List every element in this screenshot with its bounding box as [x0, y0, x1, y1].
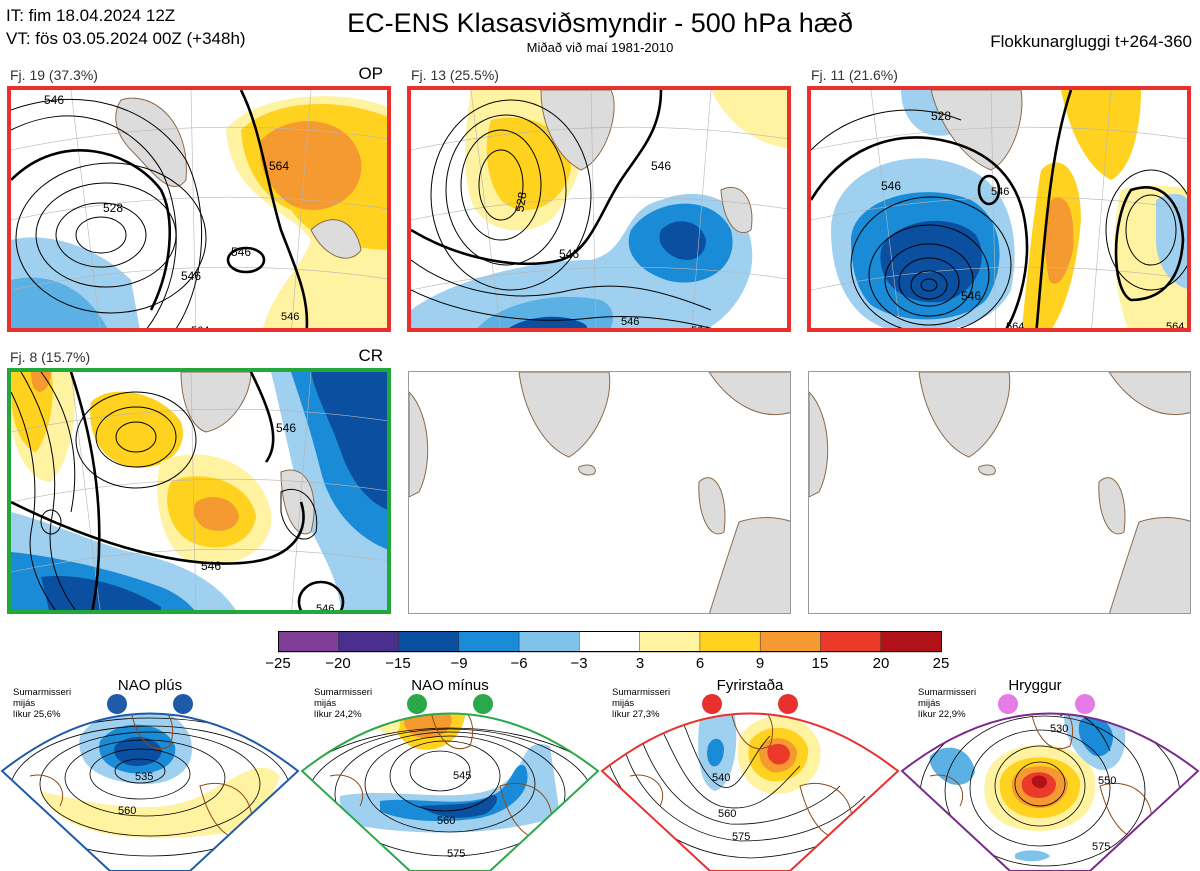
- cluster-2-label: Fj. 13 (25.5%): [411, 67, 499, 83]
- colorbar-cell: [518, 631, 581, 653]
- cluster-1-map: 546 528 546 546 564 564 546: [7, 86, 391, 332]
- page-subtitle: Miðað við maí 1981-2010: [526, 40, 674, 55]
- initial-time: IT: fim 18.04.2024 12Z: [6, 6, 176, 25]
- header-times: IT: fim 18.04.2024 12Z VT: fös 03.05.202…: [6, 4, 246, 50]
- colorbar-cell: [338, 631, 400, 653]
- contour-label: 564: [269, 159, 289, 173]
- regime-marker: [173, 694, 193, 714]
- contour-label: 564: [691, 325, 709, 332]
- contour-label: 546: [201, 559, 221, 573]
- regime-marker: [407, 694, 427, 714]
- contour-label: 528: [103, 201, 123, 215]
- regime-marker: [702, 694, 722, 714]
- colorbar-tick: 20: [872, 655, 890, 672]
- colorbar-tick: −3: [570, 655, 588, 672]
- regime-fyrirstada: 540 560 575: [600, 676, 900, 871]
- colorbar-cell: [759, 631, 822, 653]
- regime-name: Fyrirstaða: [716, 677, 784, 694]
- colorbar-tick: −20: [325, 655, 351, 672]
- colorbar-cell: [458, 631, 520, 653]
- contour-label: 546: [961, 289, 981, 303]
- colorbar-tick: −9: [450, 655, 468, 672]
- empty-map-1: [408, 371, 791, 614]
- colorbar-cell: [398, 631, 460, 653]
- contour-label: 546: [991, 186, 1009, 198]
- classification-window: Flokkunargluggi t+264-360: [990, 32, 1192, 51]
- colorbar-tick: 9: [755, 655, 765, 672]
- regime-name: NAO plús: [117, 677, 183, 694]
- regime-info: Sumarmisseri mijás líkur 25,6%: [13, 687, 72, 720]
- regime-contour-label: 545: [453, 770, 471, 782]
- regime-marker: [778, 694, 798, 714]
- colorbar-tick: −6: [510, 655, 528, 672]
- cluster-4-map: 546 546 546: [7, 368, 391, 614]
- regime-hryggur: 530 550 575: [900, 676, 1200, 871]
- regime-contour-label: 535: [135, 771, 153, 783]
- contour-label: 564: [1166, 321, 1184, 332]
- cluster-3-label: Fj. 11 (21.6%): [811, 67, 898, 83]
- colorbar-tick: 3: [635, 655, 645, 672]
- cluster-2-map: 528 546 546 546 564: [407, 86, 791, 332]
- colorbar-cell: [699, 631, 761, 653]
- contour-label: 546: [316, 603, 334, 614]
- regime-info: Sumarmisseri mijás líkur 27,3%: [612, 687, 671, 720]
- regime-marker: [1075, 694, 1095, 714]
- colorbar-cell: [639, 631, 701, 653]
- regime-marker: [107, 694, 127, 714]
- colorbar-tick: −25: [265, 655, 291, 672]
- contour-label: 546: [651, 159, 671, 173]
- regime-contour-label: 575: [732, 831, 750, 843]
- regime-info: Sumarmisseri mijás líkur 22,9%: [918, 687, 977, 720]
- contour-label: 564: [191, 325, 209, 332]
- contour-label: 546: [559, 247, 579, 261]
- cluster-1-tag: OP: [358, 64, 383, 83]
- regime-contour-label: 575: [447, 848, 465, 860]
- valid-time: VT: fös 03.05.2024 00Z (+348h): [6, 29, 246, 48]
- colorbar-tick: 15: [811, 655, 829, 672]
- contour-label: 564: [1006, 321, 1024, 332]
- regime-marker: [473, 694, 493, 714]
- regime-name: NAO mínus: [411, 677, 489, 694]
- regime-contour-label: 530: [1050, 723, 1068, 735]
- page-title: EC-ENS Klasasviðsmyndir - 500 hPa hæð: [347, 8, 853, 38]
- contour-label: 528: [512, 191, 529, 213]
- colorbar-cell: [579, 631, 641, 653]
- regime-contour-label: 540: [712, 772, 730, 784]
- regime-nao-minus: 545 560 575: [300, 676, 600, 871]
- contour-label: 546: [276, 421, 296, 435]
- contour-label: 546: [281, 311, 299, 323]
- contour-label: 546: [881, 179, 901, 193]
- regime-contour-label: 560: [118, 805, 136, 817]
- cluster-4-label: Fj. 8 (15.7%): [10, 349, 91, 365]
- contour-label: 528: [931, 109, 951, 123]
- contour-label: 546: [181, 269, 201, 283]
- cluster-3-map: 528 546 546 546 564 564: [807, 86, 1191, 332]
- cluster-1-label: Fj. 19 (37.3%): [10, 67, 98, 83]
- regime-marker: [998, 694, 1018, 714]
- contour-label: 546: [621, 316, 639, 328]
- regime-contour-label: 560: [718, 808, 736, 820]
- regime-info: Sumarmisseri mijás líkur 24,2%: [314, 687, 373, 720]
- contour-label: 546: [231, 245, 251, 259]
- colorbar-cell: [278, 631, 340, 653]
- cluster-4-tag: CR: [358, 346, 383, 365]
- regime-name: Hryggur: [1008, 677, 1062, 694]
- empty-map-2: [808, 371, 1191, 614]
- colorbar-tick: −15: [385, 655, 411, 672]
- regime-contour-label: 550: [1098, 775, 1116, 787]
- regime-contour-label: 575: [1092, 841, 1110, 853]
- regime-nao-plus: 535 560: [0, 676, 300, 871]
- colorbar: [278, 631, 942, 653]
- colorbar-cell: [820, 631, 882, 653]
- colorbar-tick: 25: [932, 655, 950, 672]
- contour-label: 546: [44, 93, 64, 107]
- colorbar-cell: [880, 631, 942, 653]
- regime-contour-label: 560: [437, 815, 455, 827]
- colorbar-tick: 6: [695, 655, 705, 672]
